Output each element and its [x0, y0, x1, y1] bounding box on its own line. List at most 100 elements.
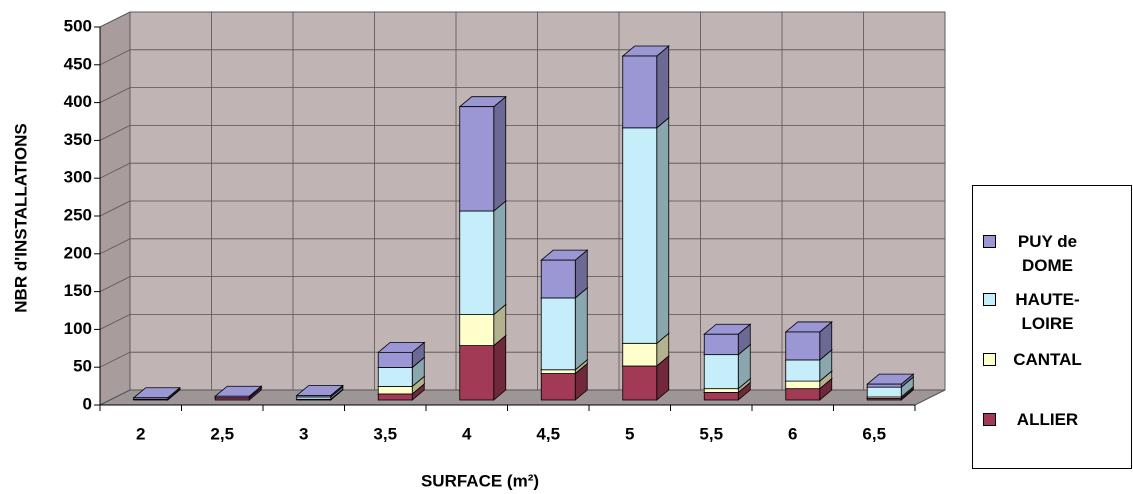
bar-side-shade — [819, 371, 832, 389]
legend-item: ALLIER — [983, 408, 1123, 432]
legend-swatch — [983, 235, 996, 248]
y-tick-label: 500 — [64, 16, 92, 35]
bar — [377, 393, 413, 401]
x-axis-title: SURFACE (m²) — [421, 471, 539, 490]
bar — [459, 345, 495, 401]
grid-line — [99, 125, 945, 141]
x-tick-label: 2,5 — [210, 424, 234, 443]
bar-side-shade — [656, 117, 669, 344]
bar — [785, 331, 821, 361]
x-tick-label: 5 — [625, 424, 634, 443]
bar — [622, 55, 658, 129]
bar-side-shade — [412, 383, 425, 400]
bar — [785, 388, 821, 401]
bar-side-shade — [575, 250, 588, 298]
bar — [785, 359, 821, 382]
bar — [296, 395, 332, 398]
x-tick-label: 3 — [299, 424, 308, 443]
bar — [377, 367, 413, 387]
grid-line — [99, 49, 945, 66]
y-tick-label: 350 — [64, 130, 92, 149]
bar — [703, 333, 739, 356]
bar-side-shade — [738, 382, 751, 400]
bar-side-shade — [330, 386, 343, 400]
y-tick-label: 150 — [64, 281, 92, 300]
bar-side-shade — [575, 359, 588, 374]
legend-label: PUY de DOME — [1017, 232, 1078, 275]
x-tick-label: 6,5 — [862, 424, 886, 443]
legend-swatch — [983, 413, 996, 426]
y-tick-label: 450 — [64, 54, 92, 73]
bar — [377, 385, 413, 395]
bar-side-shade — [738, 378, 751, 393]
bar — [214, 395, 250, 399]
bar — [459, 106, 495, 212]
bar-side-shade — [901, 374, 914, 388]
y-tick-label: 100 — [64, 319, 92, 338]
bar — [622, 365, 658, 401]
legend-item: PUY de DOME — [983, 230, 1123, 278]
bar-side-shade — [412, 376, 425, 394]
bar — [540, 373, 576, 401]
bar-side-shade — [493, 201, 506, 315]
grid-line — [99, 313, 945, 330]
bar-side-shade — [656, 355, 669, 400]
legend-swatch — [983, 293, 996, 306]
bar-side-shade — [493, 335, 506, 400]
y-tick-label: 200 — [64, 243, 92, 262]
bar-side-shade — [656, 333, 669, 366]
legend-item: HAUTE-LOIRE — [983, 288, 1123, 336]
grid-line — [99, 238, 945, 255]
bar — [540, 369, 576, 374]
bar-side-shade — [249, 387, 262, 400]
y-axis-title: NBR d'INSTALLATIONS — [11, 123, 30, 312]
bar — [622, 342, 658, 367]
bar — [377, 351, 413, 368]
bar-side-shade — [412, 357, 425, 387]
y-tick-label: 250 — [64, 205, 92, 224]
bar — [703, 388, 739, 393]
legend-swatch — [983, 353, 996, 366]
bar-side-shade — [493, 96, 506, 211]
bar — [866, 383, 902, 388]
bar — [459, 314, 495, 346]
x-tick-label: 2 — [136, 424, 145, 443]
bar-side-shade — [819, 321, 832, 360]
x-tick-label: 3,5 — [373, 424, 397, 443]
grid-line — [99, 11, 945, 28]
bar-side-shade — [901, 377, 914, 397]
bar-side-shade — [412, 342, 425, 368]
bar — [703, 392, 739, 401]
x-tick-label: 6 — [788, 424, 797, 443]
legend: PUY de DOME HAUTE-LOIRE CANTAL ALLIER — [972, 185, 1132, 469]
bar — [540, 297, 576, 371]
legend-label: HAUTE-LOIRE — [1015, 290, 1080, 333]
y-tick-label: 400 — [64, 92, 92, 111]
y-tick-label: 50 — [73, 357, 92, 376]
y-tick-label: 0 — [83, 394, 92, 413]
legend-label: CANTAL — [1013, 350, 1082, 369]
grid-line — [99, 87, 945, 103]
bar-side-shade — [575, 363, 588, 400]
bar — [866, 386, 902, 398]
bar — [622, 127, 658, 344]
bar-side-shade — [493, 304, 506, 346]
bar-side-shade — [575, 287, 588, 370]
bar — [785, 380, 821, 390]
bar-side-shade — [738, 344, 751, 389]
grid-line — [99, 389, 945, 406]
bar — [703, 354, 739, 390]
grid-line — [99, 162, 945, 179]
bar — [540, 259, 576, 299]
x-tick-label: 4,5 — [536, 424, 560, 443]
bar-side-shade — [819, 378, 832, 400]
y-tick-label: 300 — [64, 168, 92, 187]
legend-label: ALLIER — [1016, 410, 1079, 429]
legend-item: CANTAL — [983, 348, 1123, 372]
bar — [459, 210, 495, 315]
grid-line — [99, 276, 945, 292]
x-tick-label: 4 — [462, 424, 472, 443]
x-tick-label: 5,5 — [699, 424, 723, 443]
